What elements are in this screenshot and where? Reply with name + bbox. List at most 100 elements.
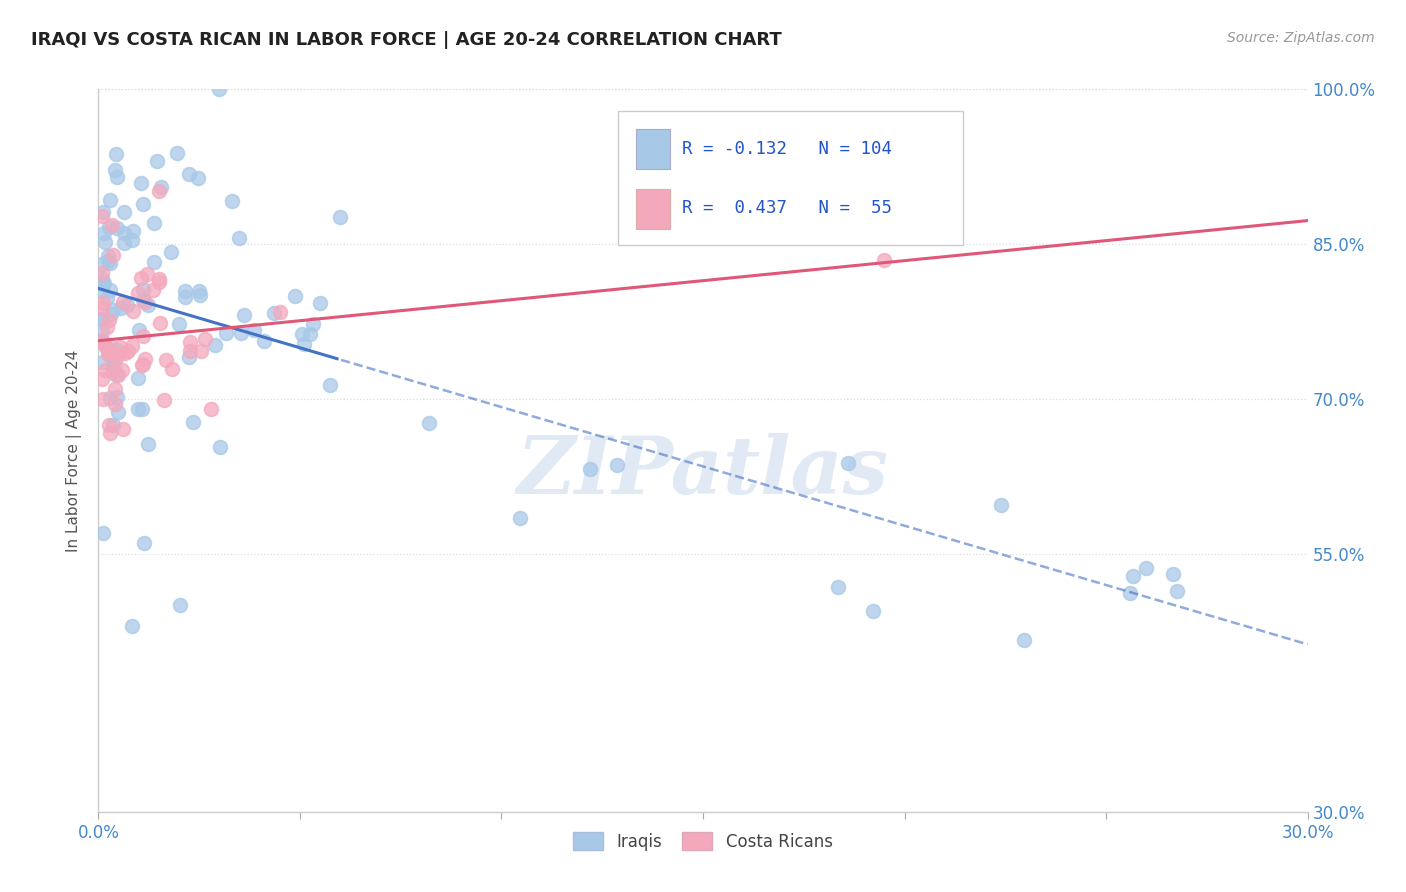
Point xyxy=(112,294,135,309)
Point xyxy=(127,286,149,301)
Point xyxy=(292,337,315,351)
Point xyxy=(148,271,170,285)
Point xyxy=(128,323,150,337)
Point xyxy=(131,358,153,372)
Bar xyxy=(637,129,671,169)
Point xyxy=(174,290,197,304)
Point xyxy=(233,309,256,323)
Point xyxy=(91,392,114,406)
Y-axis label: In Labor Force | Age 20-24: In Labor Force | Age 20-24 xyxy=(66,350,83,551)
Point xyxy=(98,426,121,441)
Point xyxy=(129,176,152,190)
Point xyxy=(101,303,124,318)
Point xyxy=(107,368,129,382)
Point xyxy=(91,334,114,349)
Point xyxy=(93,276,115,290)
Text: R =  0.437   N =  55: R = 0.437 N = 55 xyxy=(682,200,893,218)
Point xyxy=(309,295,332,310)
Point xyxy=(134,352,156,367)
Point xyxy=(153,392,176,407)
Point xyxy=(169,599,191,613)
Point xyxy=(132,536,155,550)
Point xyxy=(200,401,222,416)
Legend: Iraqis, Costa Ricans: Iraqis, Costa Ricans xyxy=(567,826,839,857)
Point xyxy=(188,288,211,302)
Point xyxy=(107,347,129,361)
Point xyxy=(148,275,170,289)
Point xyxy=(97,249,120,263)
Point xyxy=(107,221,129,235)
Point xyxy=(110,301,132,316)
Point xyxy=(228,231,250,245)
Point xyxy=(127,370,149,384)
Text: R = -0.132   N = 104: R = -0.132 N = 104 xyxy=(682,140,893,158)
Point xyxy=(122,304,145,318)
Point xyxy=(105,368,128,383)
Text: IRAQI VS COSTA RICAN IN LABOR FORCE | AGE 20-24 CORRELATION CHART: IRAQI VS COSTA RICAN IN LABOR FORCE | AG… xyxy=(31,31,782,49)
Point xyxy=(1122,569,1144,583)
Point xyxy=(91,209,114,223)
Point xyxy=(173,284,195,298)
Point xyxy=(97,337,120,351)
Point xyxy=(142,283,165,297)
Point xyxy=(160,362,183,376)
Point xyxy=(103,359,125,374)
Point xyxy=(112,226,135,240)
Point xyxy=(114,346,136,360)
Point xyxy=(105,351,128,365)
Point xyxy=(229,326,252,340)
Point xyxy=(148,184,170,198)
Point xyxy=(91,205,114,219)
Point xyxy=(101,365,124,379)
Point xyxy=(143,255,166,269)
Point xyxy=(208,82,231,96)
Point xyxy=(91,277,114,291)
Point xyxy=(160,244,183,259)
Point xyxy=(132,282,155,296)
Point xyxy=(91,266,114,280)
Point xyxy=(108,340,131,354)
Point xyxy=(103,248,125,262)
Point xyxy=(578,462,600,476)
Point xyxy=(166,145,188,160)
Point xyxy=(91,272,114,286)
Point xyxy=(291,327,314,342)
Point xyxy=(112,422,135,436)
Point xyxy=(91,284,114,298)
Point xyxy=(606,458,628,472)
Point xyxy=(190,343,212,358)
Point xyxy=(105,170,128,185)
Point xyxy=(94,340,117,354)
Point xyxy=(115,298,138,312)
Point xyxy=(1161,566,1184,581)
Point xyxy=(98,193,121,207)
Point xyxy=(91,526,114,541)
Point xyxy=(1135,561,1157,575)
Point xyxy=(100,346,122,360)
Point xyxy=(1012,633,1035,648)
Point xyxy=(194,332,217,346)
Point xyxy=(150,180,173,194)
Point xyxy=(143,216,166,230)
Point xyxy=(98,313,121,327)
Point xyxy=(105,343,128,357)
Point xyxy=(167,317,190,331)
Point xyxy=(135,267,157,281)
Point xyxy=(121,619,143,633)
Point xyxy=(100,307,122,321)
Point xyxy=(243,323,266,337)
Point xyxy=(418,416,440,430)
Point xyxy=(131,271,153,285)
Point xyxy=(221,194,243,209)
Point xyxy=(121,233,143,247)
Point xyxy=(127,401,149,416)
Point xyxy=(177,168,200,182)
Point xyxy=(93,226,115,240)
Point xyxy=(318,378,340,392)
Point xyxy=(269,305,291,319)
Point xyxy=(155,353,177,368)
Point xyxy=(837,456,859,470)
Point xyxy=(104,382,127,396)
Bar xyxy=(637,189,671,228)
Point xyxy=(149,316,172,330)
